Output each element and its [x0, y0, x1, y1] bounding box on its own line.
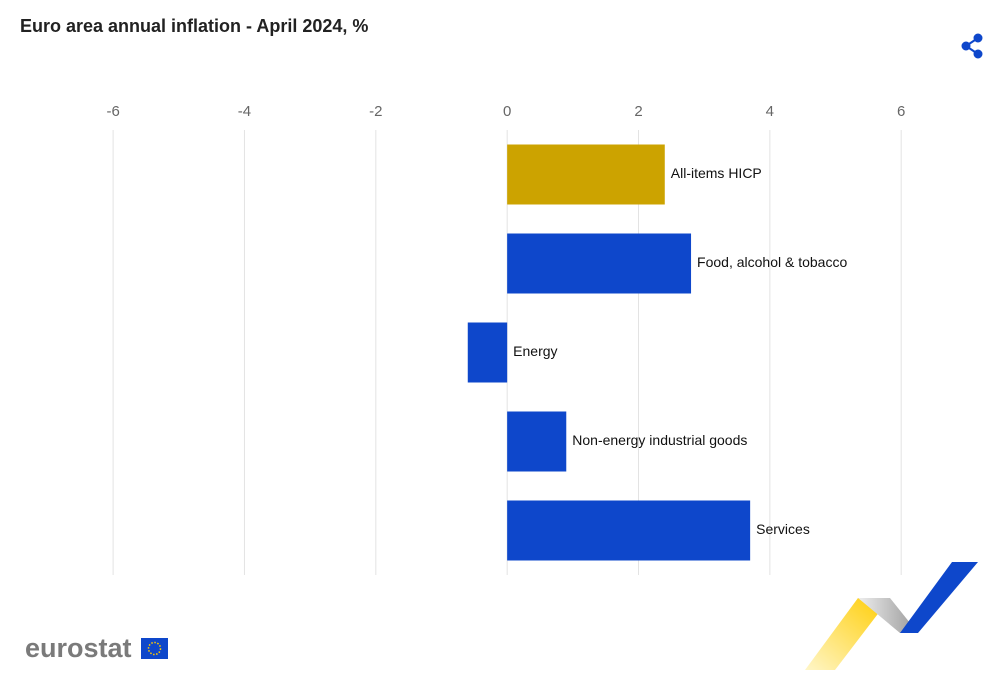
- x-tick-label: 0: [503, 103, 511, 120]
- category-label: Energy: [513, 343, 557, 359]
- plot-area: -6 -4 -2 0 2 4 6 All-items HICP Food, alcohol & …: [106, 103, 905, 575]
- eurostat-logo: eurostat: [25, 633, 168, 663]
- decoration: [805, 562, 978, 670]
- x-tick-label: -6: [106, 103, 119, 120]
- x-tick-label: 6: [897, 103, 905, 120]
- bar: [467, 322, 508, 383]
- x-tick-label: 2: [634, 103, 642, 120]
- category-label: All-items HICP: [671, 165, 762, 181]
- chart-title: Euro area annual inflation - April 2024,…: [20, 16, 368, 36]
- bar: [507, 233, 692, 294]
- share-icon[interactable]: [961, 33, 983, 59]
- bar: [507, 144, 665, 205]
- logo-text: eurostat: [25, 633, 132, 663]
- category-label: Services: [756, 521, 810, 537]
- x-tick-label: -2: [369, 103, 382, 120]
- bar: [507, 500, 751, 561]
- category-label: Non-energy industrial goods: [572, 432, 747, 448]
- x-tick-label: -4: [238, 103, 251, 120]
- x-tick-label: 4: [766, 103, 774, 120]
- bar: [507, 411, 567, 472]
- category-label: Food, alcohol & tobacco: [697, 254, 847, 270]
